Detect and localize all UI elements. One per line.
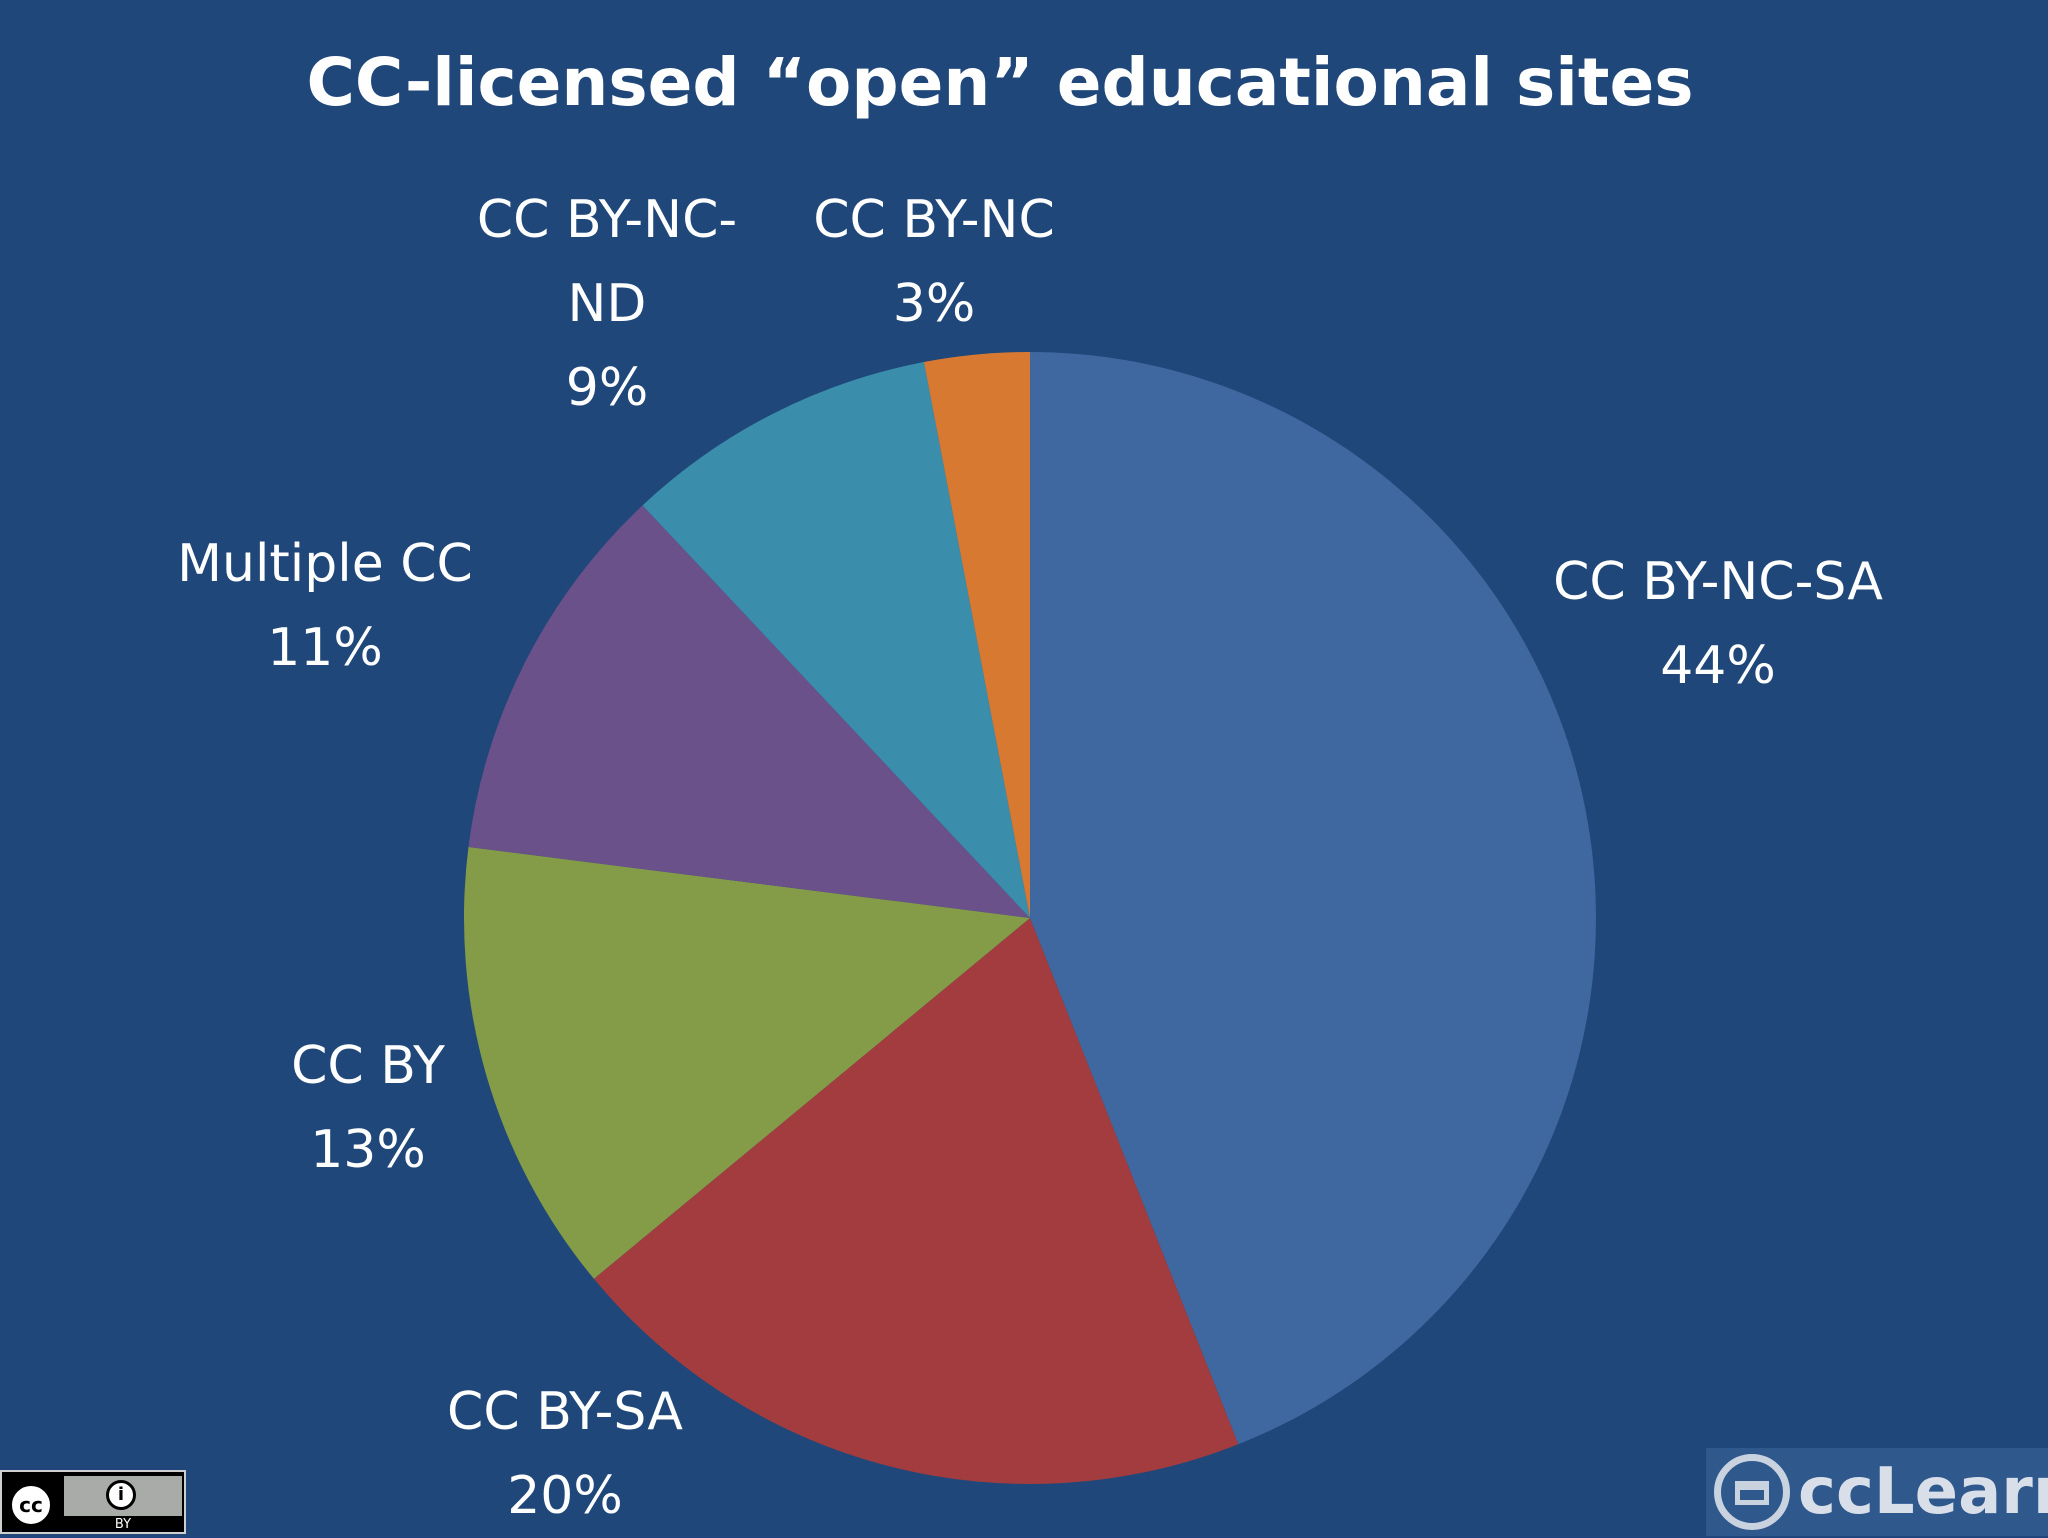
slice-percent: 20% [507,1466,623,1526]
cc-by-license-badge: cc i BY [0,1470,186,1534]
slice-percent: 13% [310,1120,426,1180]
pie-slice-cc-by [463,847,1031,1279]
slice-name: CC BY-NC-SA [1553,552,1883,612]
slice-label-cc-by-nc-nd: CC BY-NC- ND 9% [477,178,737,430]
slice-name: CC BY-NC [813,190,1055,250]
slice-name: CC BY-NC- [476,190,738,250]
cclearn-logo-text: ccLearn [1798,1455,2048,1529]
slice-name: CC BY-SA [447,1382,683,1442]
cc-icon: cc [8,1482,54,1528]
slice-name: ND [567,274,647,334]
chart-title: CC-licensed “open” educational sites [306,44,1694,121]
slice-percent: 11% [267,618,383,678]
slice-name: CC BY [291,1036,445,1096]
pie-slice-cc-by-nc-sa [1030,352,1596,1445]
cclearn-logo-icon [1714,1454,1790,1530]
slice-percent: 9% [565,358,649,418]
attribution-person-icon: i [106,1480,136,1510]
cclearn-logo: ccLearn [1706,1448,2048,1536]
slice-label-cc-by-nc-sa: CC BY-NC-SA 44% [1553,540,1883,708]
by-label: BY [114,1517,132,1532]
pie-slice-multiple-cc [468,505,1031,918]
slice-label-cc-by-nc: CC BY-NC 3% [813,178,1055,346]
slice-name: Multiple CC [177,534,473,594]
pie-slice-cc-by-sa [593,918,1239,1484]
pie-slice-cc-by-nc-nd [642,362,1030,918]
slice-label-cc-by-sa: CC BY-SA 20% [447,1370,683,1538]
slice-label-cc-by: CC BY 13% [291,1024,445,1192]
slice-label-multiple-cc: Multiple CC 11% [177,522,473,690]
pie-slice-cc-by-nc [923,352,1030,918]
slice-percent: 44% [1660,636,1776,696]
slice-percent: 3% [892,274,976,334]
